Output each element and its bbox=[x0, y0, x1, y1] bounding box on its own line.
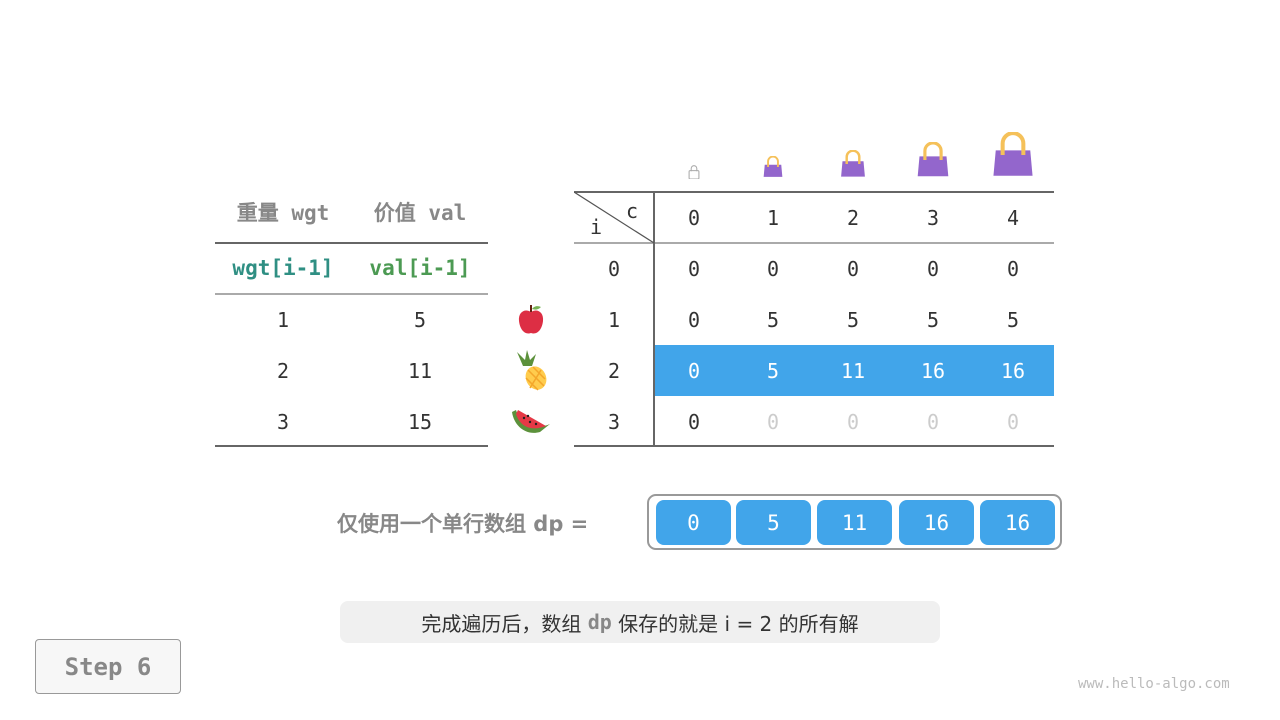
left-header: 重量 wgt bbox=[236, 201, 330, 225]
left-cell: 1 bbox=[276, 308, 290, 332]
dp-array-cell: 0 bbox=[656, 500, 731, 545]
pineapple-icon bbox=[508, 348, 554, 394]
dp-array-cell: 5 bbox=[736, 500, 811, 545]
capacity-header: 0 bbox=[687, 206, 701, 230]
capacity-header: 4 bbox=[1006, 206, 1020, 230]
watermark: www.hello-algo.com bbox=[1078, 676, 1230, 692]
highlight-row bbox=[654, 345, 1054, 396]
dp-cell: 0 bbox=[766, 257, 780, 281]
corner-c: c bbox=[625, 199, 639, 223]
dp-cell: 5 bbox=[926, 308, 940, 332]
divider bbox=[574, 242, 1054, 244]
left-cell: 11 bbox=[407, 359, 433, 383]
dp-cell: 0 bbox=[846, 410, 860, 434]
bag-icon bbox=[839, 149, 867, 178]
capacity-header: 3 bbox=[926, 206, 940, 230]
dp-array-label: 仅使用一个单行数组 dp = bbox=[337, 512, 589, 536]
bag-icon bbox=[915, 141, 951, 178]
dp-array-cell: 16 bbox=[899, 500, 974, 545]
empty-bag-icon bbox=[687, 164, 701, 180]
dp-array-cell: 16 bbox=[980, 500, 1055, 545]
row-label: 1 bbox=[607, 308, 621, 332]
dp-cell: 0 bbox=[1006, 410, 1020, 434]
dp-cell: 5 bbox=[1006, 308, 1020, 332]
apple-icon bbox=[508, 297, 554, 343]
watermelon-icon bbox=[508, 399, 554, 445]
capacity-header: 2 bbox=[846, 206, 860, 230]
dp-cell: 5 bbox=[846, 308, 860, 332]
capacity-header: 1 bbox=[766, 206, 780, 230]
dp-array-frame bbox=[647, 494, 1062, 550]
left-subheader: val[i-1] bbox=[369, 256, 471, 280]
caption-text-before: 完成遍历后，数组 bbox=[421, 611, 588, 636]
dp-cell: 16 bbox=[920, 359, 946, 383]
dp-cell: 0 bbox=[1006, 257, 1020, 281]
step-label: Step 6 bbox=[64, 652, 152, 681]
dp-cell: 0 bbox=[766, 410, 780, 434]
dp-cell: 0 bbox=[926, 257, 940, 281]
bag-icon bbox=[990, 131, 1036, 178]
left-cell: 15 bbox=[407, 410, 433, 434]
bag-icon bbox=[762, 155, 784, 178]
row-label: 2 bbox=[607, 359, 621, 383]
caption-code: dp bbox=[587, 610, 612, 634]
dp-cell: 16 bbox=[1000, 359, 1026, 383]
divider bbox=[574, 445, 1054, 447]
dp-cell: 0 bbox=[687, 257, 701, 281]
left-cell: 5 bbox=[413, 308, 427, 332]
left-cell: 3 bbox=[276, 410, 290, 434]
dp-cell: 0 bbox=[926, 410, 940, 434]
caption-text-after: 保存的就是 i = 2 的所有解 bbox=[611, 611, 859, 636]
dp-cell: 11 bbox=[840, 359, 866, 383]
dp-cell: 0 bbox=[687, 359, 701, 383]
caption: 完成遍历后，数组 dp 保存的就是 i = 2 的所有解 bbox=[340, 601, 940, 643]
dp-array-cell: 11 bbox=[817, 500, 892, 545]
divider bbox=[215, 445, 488, 447]
left-cell: 2 bbox=[276, 359, 290, 383]
dp-cell: 5 bbox=[766, 359, 780, 383]
dp-cell: 0 bbox=[687, 410, 701, 434]
dp-cell: 0 bbox=[687, 308, 701, 332]
left-header: 价值 val bbox=[373, 201, 467, 225]
divider bbox=[574, 191, 1054, 193]
vertical-divider bbox=[653, 192, 655, 446]
left-subheader: wgt[i-1] bbox=[232, 256, 334, 280]
corner-diagonal bbox=[573, 191, 655, 244]
step-button[interactable]: Step 6 bbox=[35, 639, 181, 694]
dp-cell: 5 bbox=[766, 308, 780, 332]
row-label: 0 bbox=[607, 257, 621, 281]
dp-cell: 0 bbox=[846, 257, 860, 281]
corner-i: i bbox=[589, 215, 603, 239]
divider bbox=[215, 242, 488, 244]
row-label: 3 bbox=[607, 410, 621, 434]
divider bbox=[215, 293, 488, 295]
